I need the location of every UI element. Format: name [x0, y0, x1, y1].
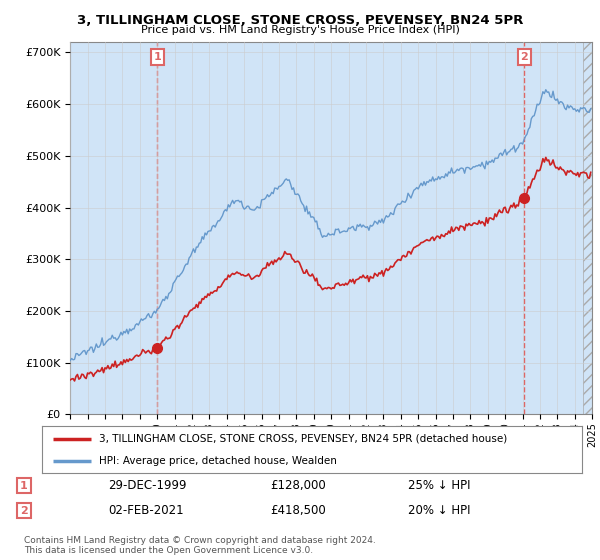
Text: Contains HM Land Registry data © Crown copyright and database right 2024.
This d: Contains HM Land Registry data © Crown c…	[24, 536, 376, 556]
Text: 02-FEB-2021: 02-FEB-2021	[108, 504, 184, 517]
Text: 3, TILLINGHAM CLOSE, STONE CROSS, PEVENSEY, BN24 5PR (detached house): 3, TILLINGHAM CLOSE, STONE CROSS, PEVENS…	[98, 434, 507, 444]
Text: 29-DEC-1999: 29-DEC-1999	[108, 479, 187, 492]
Text: 2: 2	[20, 506, 28, 516]
Text: 1: 1	[20, 480, 28, 491]
Text: HPI: Average price, detached house, Wealden: HPI: Average price, detached house, Weal…	[98, 456, 337, 466]
Text: 3, TILLINGHAM CLOSE, STONE CROSS, PEVENSEY, BN24 5PR: 3, TILLINGHAM CLOSE, STONE CROSS, PEVENS…	[77, 14, 523, 27]
Text: £128,000: £128,000	[270, 479, 326, 492]
Text: 25% ↓ HPI: 25% ↓ HPI	[408, 479, 470, 492]
Text: 2: 2	[520, 52, 528, 62]
Text: £418,500: £418,500	[270, 504, 326, 517]
Text: Price paid vs. HM Land Registry's House Price Index (HPI): Price paid vs. HM Land Registry's House …	[140, 25, 460, 35]
Text: 1: 1	[154, 52, 161, 62]
Text: 20% ↓ HPI: 20% ↓ HPI	[408, 504, 470, 517]
